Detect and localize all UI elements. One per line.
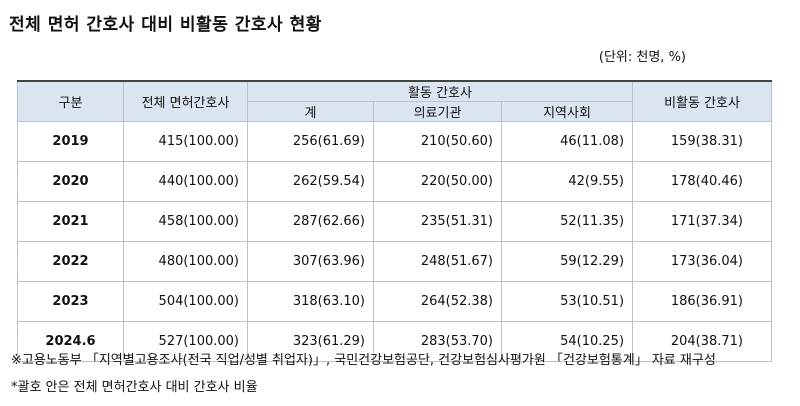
active-total-cell: 307(63.96) (247, 241, 374, 282)
year-cell: 2024.6 (17, 321, 124, 362)
table-row: 2022 480(100.00) 307(63.96) 248(51.67) 5… (17, 241, 773, 282)
active-total-cell: 287(62.66) (247, 201, 374, 242)
community-cell: 42(9.55) (500, 161, 634, 202)
inactive-cell: 173(36.04) (632, 241, 773, 282)
source-note: ※고용노동부 「지역별고용조사(전국 직업/성별 취업자)」, 국민건강보험공단… (11, 353, 716, 368)
header-active-community: 지역사회 (500, 101, 634, 122)
community-cell: 53(10.51) (500, 281, 634, 322)
nurse-status-table: 구분 전체 면허간호사 활동 간호사 비활동 간호사 계 의료기관 지역사회 2… (17, 80, 773, 362)
community-cell: 46(11.08) (500, 121, 634, 162)
medical-cell: 283(53.70) (373, 321, 502, 362)
inactive-cell: 159(38.31) (632, 121, 773, 162)
unit-label: (단위: 천명, %) (598, 50, 686, 65)
table-row: 2020 440(100.00) 262(59.54) 220(50.00) 4… (17, 161, 773, 202)
inactive-cell: 186(36.91) (632, 281, 773, 322)
community-cell: 52(11.35) (500, 201, 634, 242)
total-cell: 415(100.00) (123, 121, 248, 162)
table-row: 2023 504(100.00) 318(63.10) 264(52.38) 5… (17, 281, 773, 322)
table-row: 2019 415(100.00) 256(61.69) 210(50.60) 4… (17, 121, 773, 162)
header-active-group: 활동 간호사 (246, 80, 634, 102)
year-cell: 2021 (17, 201, 124, 242)
inactive-cell: 178(40.46) (632, 161, 773, 202)
community-cell: 59(12.29) (500, 241, 634, 282)
medical-cell: 235(51.31) (373, 201, 502, 242)
header-category: 구분 (17, 80, 124, 122)
medical-cell: 210(50.60) (373, 121, 502, 162)
year-cell: 2023 (17, 281, 124, 322)
header-total-licensed: 전체 면허간호사 (123, 80, 248, 122)
page-title: 전체 면허 간호사 대비 비활동 간호사 현황 (9, 15, 322, 35)
total-cell: 458(100.00) (123, 201, 248, 242)
year-cell: 2020 (17, 161, 124, 202)
year-cell: 2019 (17, 121, 124, 162)
header-active-total: 계 (247, 101, 374, 122)
total-cell: 527(100.00) (123, 321, 248, 362)
header-inactive: 비활동 간호사 (632, 80, 773, 122)
total-cell: 504(100.00) (123, 281, 248, 322)
active-total-cell: 318(63.10) (247, 281, 374, 322)
inactive-cell: 171(37.34) (632, 201, 773, 242)
active-total-cell: 256(61.69) (247, 121, 374, 162)
table-row: 2024.6 527(100.00) 323(61.29) 283(53.70)… (17, 321, 773, 362)
medical-cell: 248(51.67) (373, 241, 502, 282)
total-cell: 440(100.00) (123, 161, 248, 202)
medical-cell: 220(50.00) (373, 161, 502, 202)
parenthesis-note: *괄호 안은 전체 면허간호사 대비 간호사 비율 (11, 380, 258, 395)
year-cell: 2022 (17, 241, 124, 282)
active-total-cell: 262(59.54) (247, 161, 374, 202)
total-cell: 480(100.00) (123, 241, 248, 282)
community-cell: 54(10.25) (500, 321, 634, 362)
inactive-cell: 204(38.71) (632, 321, 773, 362)
header-active-medical: 의료기관 (373, 101, 502, 122)
table-row: 2021 458(100.00) 287(62.66) 235(51.31) 5… (17, 201, 773, 242)
medical-cell: 264(52.38) (373, 281, 502, 322)
